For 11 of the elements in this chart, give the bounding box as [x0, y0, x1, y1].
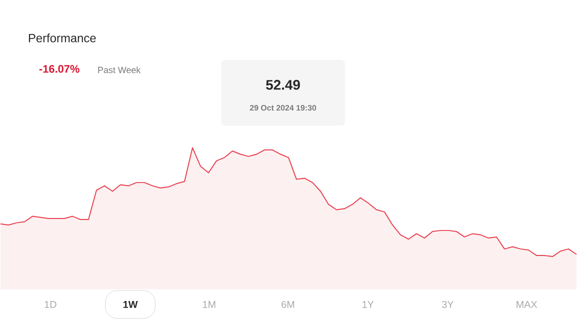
text: 1D [44, 300, 56, 308]
text: 1W [123, 300, 138, 308]
text: 6M [282, 300, 294, 308]
text: Past Week [98, 66, 141, 73]
text: 1Y [362, 300, 374, 308]
text: MAX [516, 300, 538, 308]
chart-subtitle: -16.07% [39, 64, 80, 73]
chart-title: Performance [28, 33, 96, 42]
text: 3Y [442, 300, 454, 308]
text: 52.49 [266, 80, 300, 90]
text: 1M [203, 300, 216, 308]
